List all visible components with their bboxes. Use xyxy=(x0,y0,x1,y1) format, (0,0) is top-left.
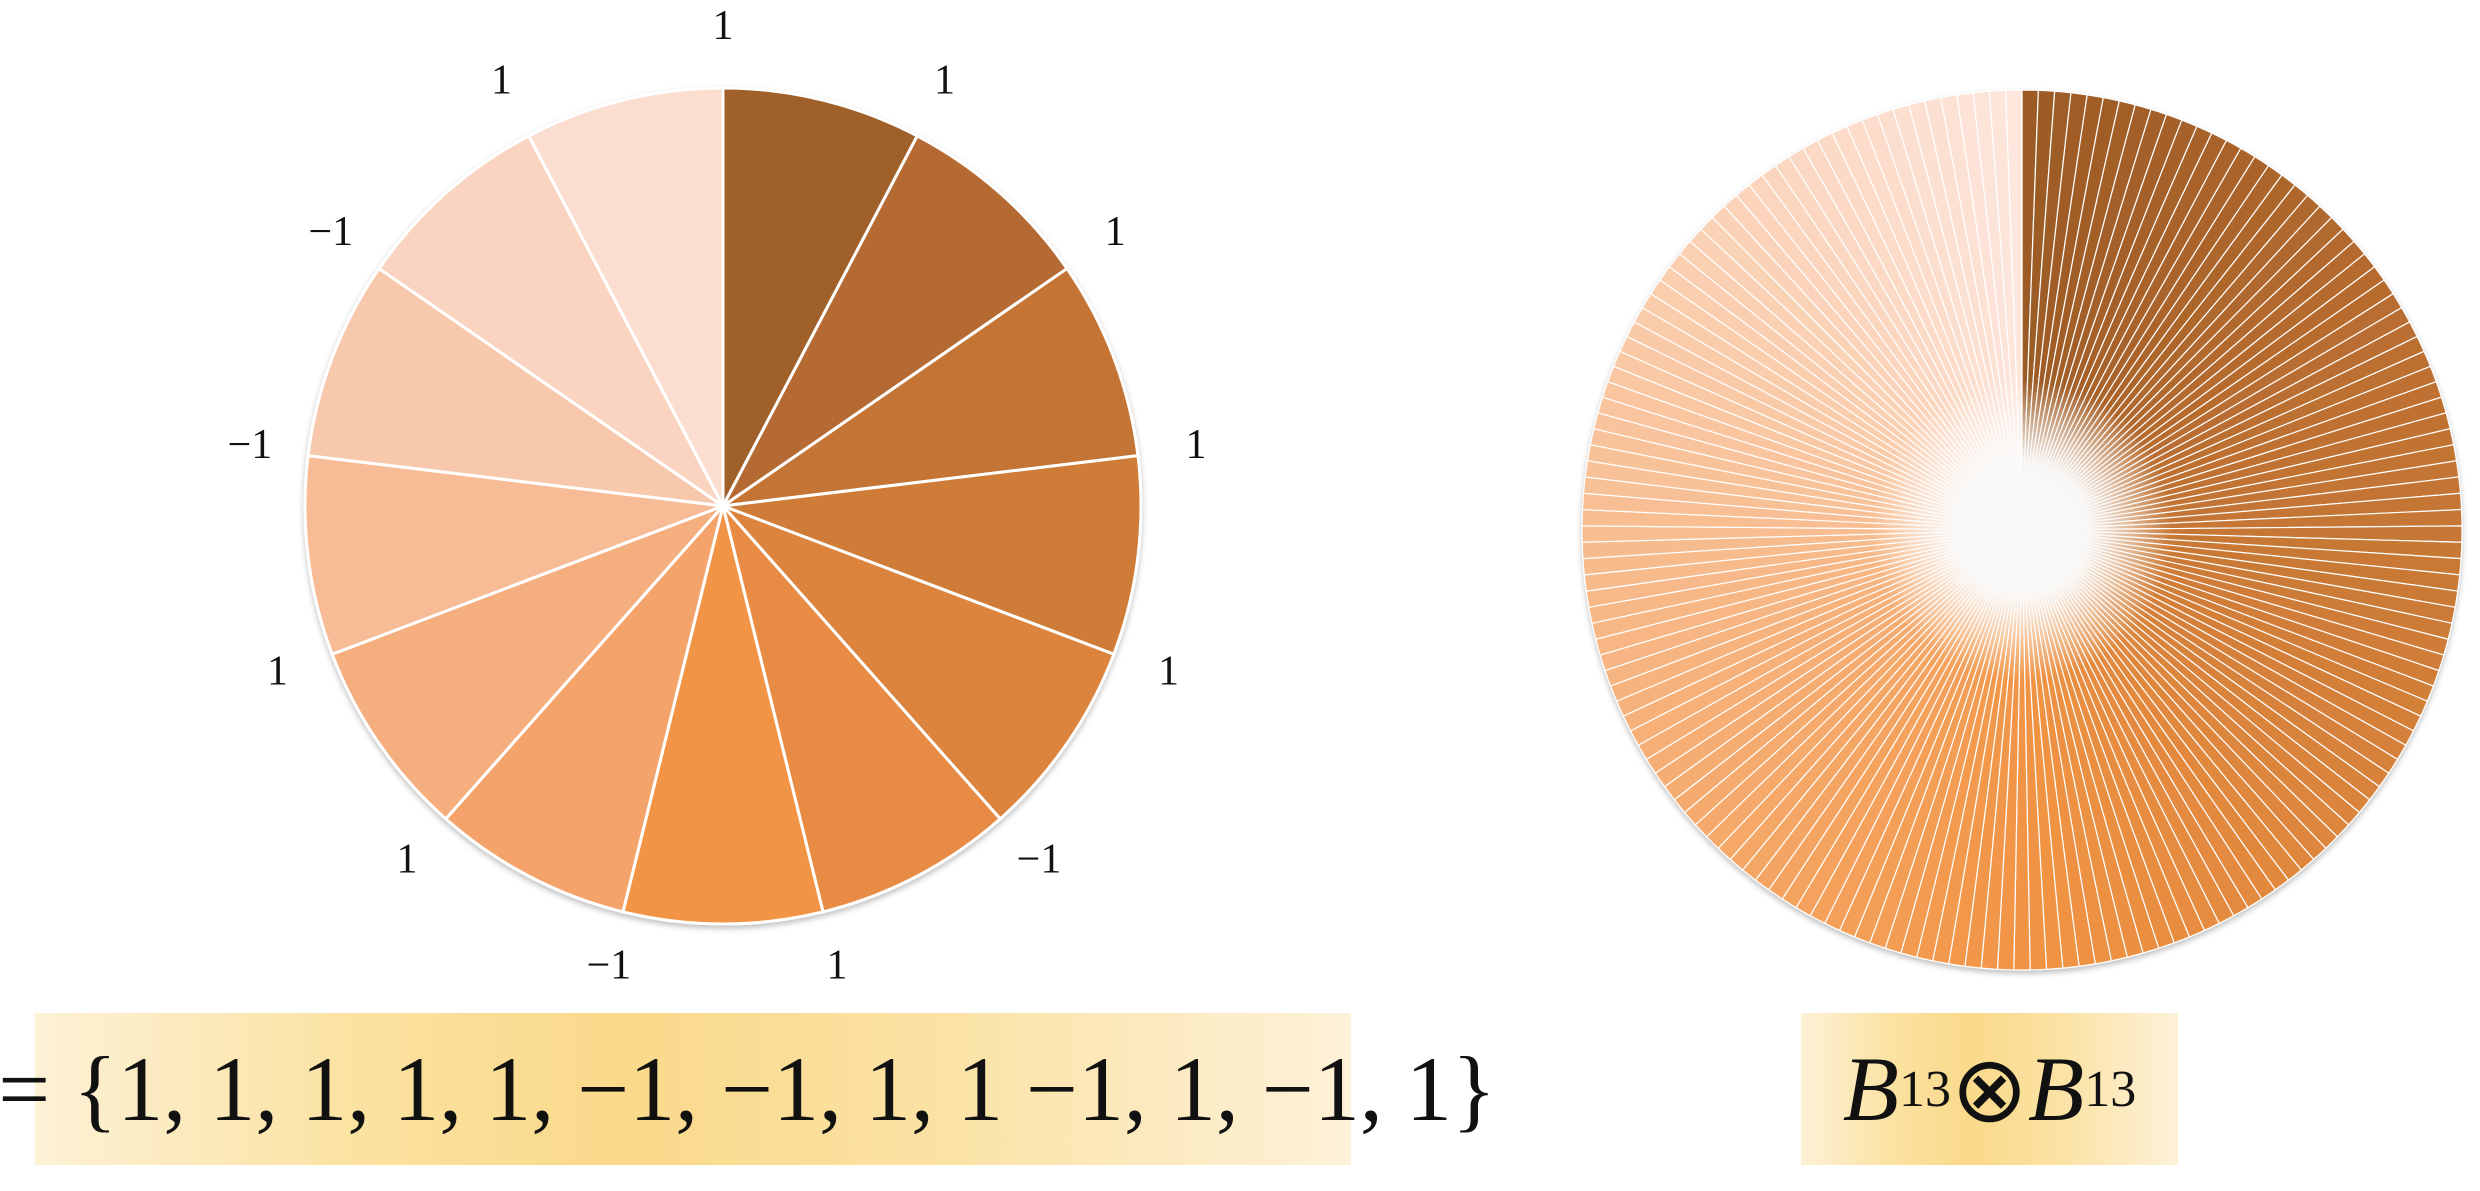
slice-label: 1 xyxy=(491,58,512,104)
pie-slice xyxy=(722,453,1143,657)
slice-label: 1 xyxy=(934,58,955,104)
kronecker-operator: ⊗ xyxy=(1950,1038,2029,1141)
pie-slice xyxy=(303,453,724,657)
slice-label: −1 xyxy=(1017,836,1062,882)
formula-sub-b: 13 xyxy=(2084,1060,2137,1118)
slice-label: −1 xyxy=(587,942,632,988)
slice-label: 1 xyxy=(827,942,848,988)
formula-sub-a: 13 xyxy=(1898,1060,1951,1118)
slice-label: −1 xyxy=(308,209,353,255)
slice-label: 1 xyxy=(1186,422,1207,468)
pie-slice xyxy=(722,266,1140,508)
slice-label: −1 xyxy=(228,422,273,468)
pie-slice xyxy=(721,504,1116,821)
pie-slice xyxy=(330,504,725,821)
formula-kronecker-box: B 13 ⊗ B 13 xyxy=(1801,1013,2178,1165)
pie-slice xyxy=(443,505,725,914)
slice-label: 1 xyxy=(1105,209,1126,255)
center-glow xyxy=(1872,380,2172,680)
formula-symbol-a: B xyxy=(1842,1038,1899,1140)
slice-label: 1 xyxy=(267,649,288,695)
pie-slice xyxy=(376,133,725,508)
pie-slice xyxy=(721,505,1003,914)
slice-label: 1 xyxy=(1158,649,1179,695)
formula-symbol-b: B xyxy=(2028,1038,2085,1140)
barker-13-labels: 1 1 1 1 1 −1 1 −1 1 1 −1 −1 1 xyxy=(228,3,1207,988)
formula-sequence: = {1, 1, 1, 1, 1, −1, −1, 1, 1 −1, 1, −1… xyxy=(0,1038,1496,1140)
pie-slice xyxy=(526,86,725,507)
barker-13-pie-chart xyxy=(303,86,1143,926)
pie-slice xyxy=(721,86,920,507)
formula-b13-box: B13 = {1, 1, 1, 1, 1, −1, −1, 1, 1 −1, 1… xyxy=(0,1013,1496,1165)
slice-label: 1 xyxy=(397,836,418,882)
pie-slice xyxy=(621,505,825,926)
slice-label: 1 xyxy=(713,3,734,49)
pie-slice xyxy=(721,133,1070,508)
pie-slice xyxy=(306,266,724,508)
